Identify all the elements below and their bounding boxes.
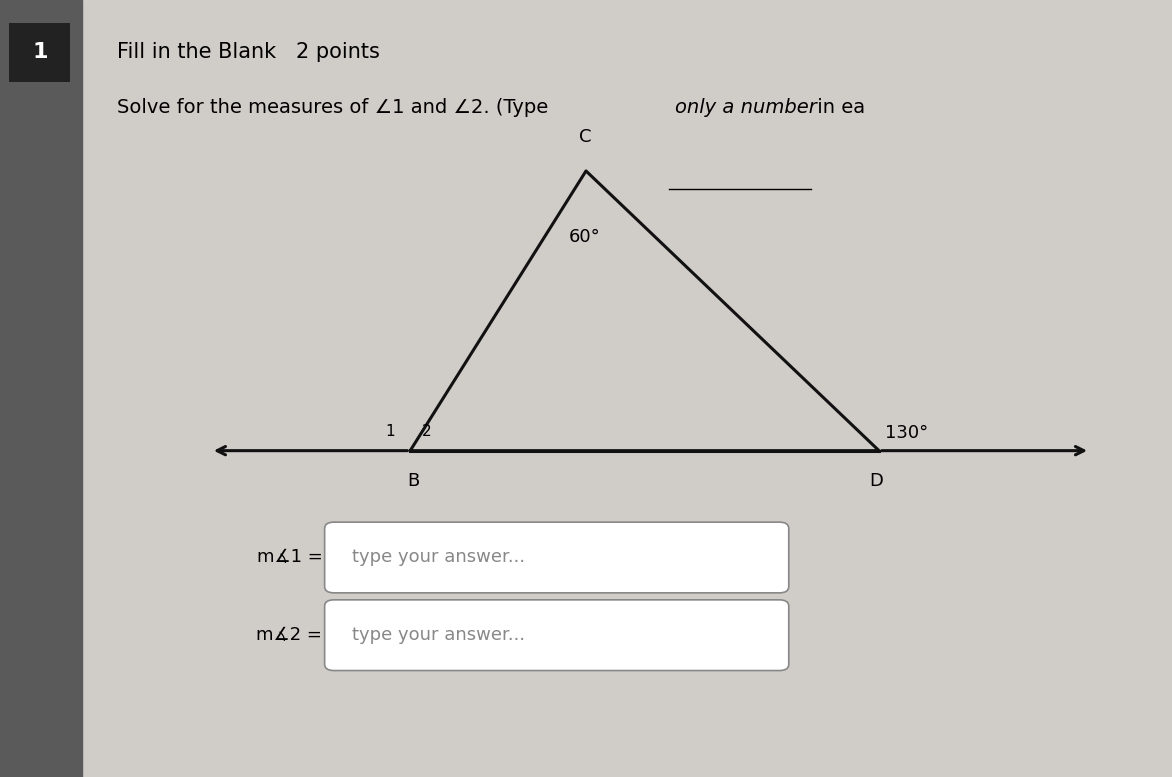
Text: type your answer...: type your answer...	[352, 626, 525, 644]
Text: 60°: 60°	[568, 228, 600, 246]
Text: C: C	[579, 128, 591, 146]
Text: Solve for the measures of ∠1 and ∠2. (Type: Solve for the measures of ∠1 and ∠2. (Ty…	[117, 98, 554, 117]
Text: 1: 1	[32, 42, 48, 62]
FancyBboxPatch shape	[325, 522, 789, 593]
Bar	[0, 0, 82, 777]
Text: m∡1 =: m∡1 =	[257, 549, 322, 566]
Text: only a number: only a number	[675, 98, 817, 117]
Text: 2: 2	[422, 423, 431, 439]
FancyBboxPatch shape	[9, 23, 70, 82]
Text: B: B	[408, 472, 420, 490]
Text: type your answer...: type your answer...	[352, 549, 525, 566]
Text: 130°: 130°	[885, 423, 928, 442]
Text: Fill in the Blank   2 points: Fill in the Blank 2 points	[117, 42, 380, 62]
Text: D: D	[870, 472, 884, 490]
Text: 1: 1	[386, 423, 395, 439]
FancyBboxPatch shape	[325, 600, 789, 671]
Text: in ea: in ea	[811, 98, 865, 117]
Text: m∡2 =: m∡2 =	[257, 626, 322, 644]
